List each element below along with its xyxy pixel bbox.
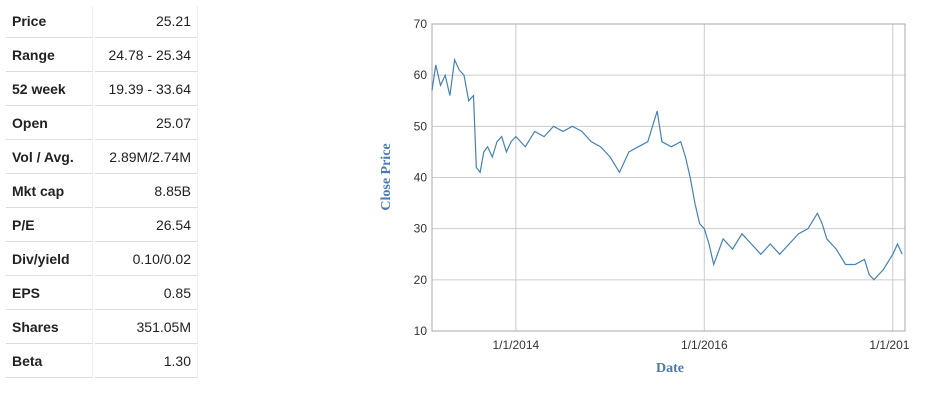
cell-value: 2.89M/2.74M — [95, 142, 198, 174]
y-tick-label: 50 — [414, 119, 428, 133]
cell-value: 24.78 - 25.34 — [95, 40, 198, 72]
cell-label: 52 week — [6, 74, 93, 106]
cell-label: Vol / Avg. — [6, 142, 93, 174]
table-row: Div/yield 0.10/0.02 — [6, 244, 198, 276]
y-tick-label: 10 — [414, 324, 428, 338]
price-line — [431, 57, 903, 281]
cell-value: 26.54 — [95, 210, 198, 242]
y-tick-label: 20 — [414, 273, 428, 287]
table-row: Beta 1.30 — [6, 346, 198, 378]
cell-value: 8.85B — [95, 176, 198, 208]
cell-label: EPS — [6, 278, 93, 310]
cell-value: 25.21 — [95, 6, 198, 38]
cell-label: Open — [6, 108, 93, 140]
plot-frame — [431, 23, 906, 332]
table-row: Range 24.78 - 25.34 — [6, 40, 198, 72]
cell-label: Mkt cap — [6, 176, 93, 208]
table-row: 52 week 19.39 - 33.64 — [6, 74, 198, 106]
cell-value: 25.07 — [95, 108, 198, 140]
table-row: P/E 26.54 — [6, 210, 198, 242]
y-tick-label: 40 — [414, 171, 428, 185]
cell-value: 0.85 — [95, 278, 198, 310]
table-row: Shares 351.05M — [6, 312, 198, 344]
cell-value: 0.10/0.02 — [95, 244, 198, 276]
cell-label: Div/yield — [6, 244, 93, 276]
cell-label: P/E — [6, 210, 93, 242]
table-row: Open 25.07 — [6, 108, 198, 140]
table-row: Mkt cap 8.85B — [6, 176, 198, 208]
cell-label: Price — [6, 6, 93, 38]
y-axis-label: Close Price — [379, 143, 394, 210]
cell-label: Shares — [6, 312, 93, 344]
table-row: EPS 0.85 — [6, 278, 198, 310]
x-axis-label: Date — [656, 361, 684, 376]
x-tick-label: 1/1/2018 — [869, 338, 910, 352]
chart: Date Close Price 10 20 30 40 50 60 70 1/1/2014 1… — [379, 17, 910, 376]
x-tick-label: 1/1/2014 — [492, 338, 539, 352]
table-row: Vol / Avg. 2.89M/2.74M — [6, 142, 198, 174]
x-tick-label: 1/1/2016 — [681, 338, 728, 352]
cell-value: 1.30 — [95, 346, 198, 378]
y-tick-label: 70 — [414, 17, 428, 31]
cell-label: Range — [6, 40, 93, 72]
y-tick-label: 60 — [414, 68, 428, 82]
table-row: Price 25.21 — [6, 6, 198, 38]
cell-value: 19.39 - 33.64 — [95, 74, 198, 106]
cell-value: 351.05M — [95, 312, 198, 344]
cell-label: Beta — [6, 346, 93, 378]
y-tick-label: 30 — [414, 222, 428, 236]
quote-table: Price 25.21 Range 24.78 - 25.34 52 week 19.39… — [4, 4, 200, 380]
